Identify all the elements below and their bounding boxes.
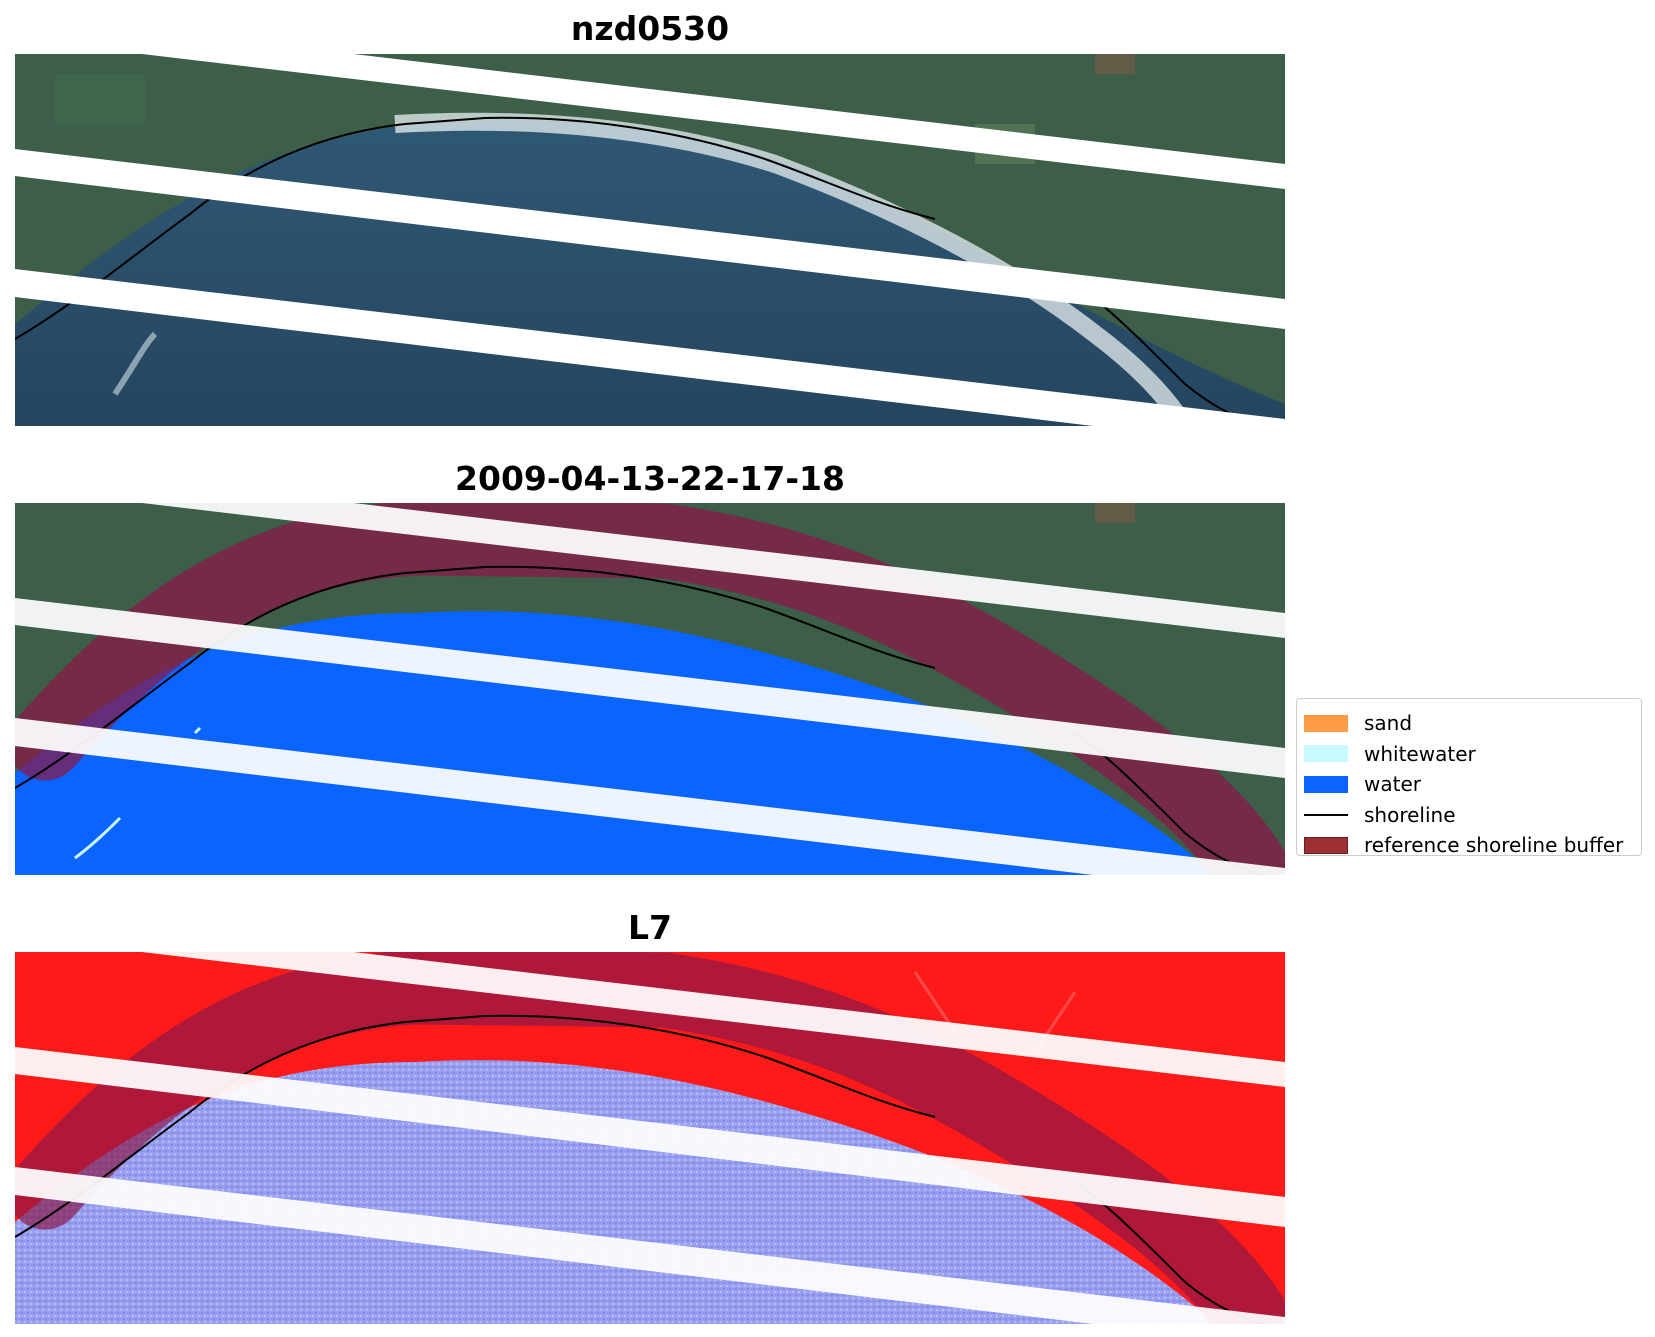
surf-zone <box>394 112 1193 426</box>
scan-line-gaps <box>15 54 1285 426</box>
whitewater-class <box>74 816 122 860</box>
legend-item-water: water <box>1297 769 1641 800</box>
legend: sand whitewater water shoreline referenc… <box>1296 698 1642 857</box>
water-class-area <box>15 611 1215 875</box>
index-panel <box>15 952 1285 1324</box>
rgb-image-panel <box>15 54 1285 426</box>
legend-item-shoreline: shoreline <box>1297 800 1641 831</box>
scan-line-gaps <box>15 503 1285 875</box>
legend-label: shoreline <box>1364 802 1456 827</box>
classification-panel <box>15 503 1285 875</box>
panel-title-rgb: nzd0530 <box>570 9 730 48</box>
panel-title-date: 2009-04-13-22-17-18 <box>455 459 845 498</box>
legend-line <box>1304 813 1348 816</box>
legend-swatch <box>1304 714 1348 732</box>
legend-swatch <box>1304 775 1348 793</box>
legend-swatch <box>1304 836 1348 854</box>
water-index-area <box>15 1060 1215 1324</box>
legend-label: water <box>1364 772 1421 797</box>
legend-swatch <box>1304 745 1348 763</box>
classified-image <box>15 503 1285 875</box>
legend-item-buffer: reference shoreline buffer <box>1297 830 1641 861</box>
panel-title-satellite: L7 <box>628 908 672 947</box>
rgb-image <box>15 54 1285 426</box>
scan-line-gaps <box>15 952 1285 1324</box>
legend-label: whitewater <box>1364 741 1476 766</box>
legend-item-whitewater: whitewater <box>1297 739 1641 770</box>
legend-label: sand <box>1364 711 1413 736</box>
index-image <box>15 952 1285 1324</box>
legend-label: reference shoreline buffer <box>1364 833 1624 858</box>
legend-item-sand: sand <box>1297 708 1641 739</box>
